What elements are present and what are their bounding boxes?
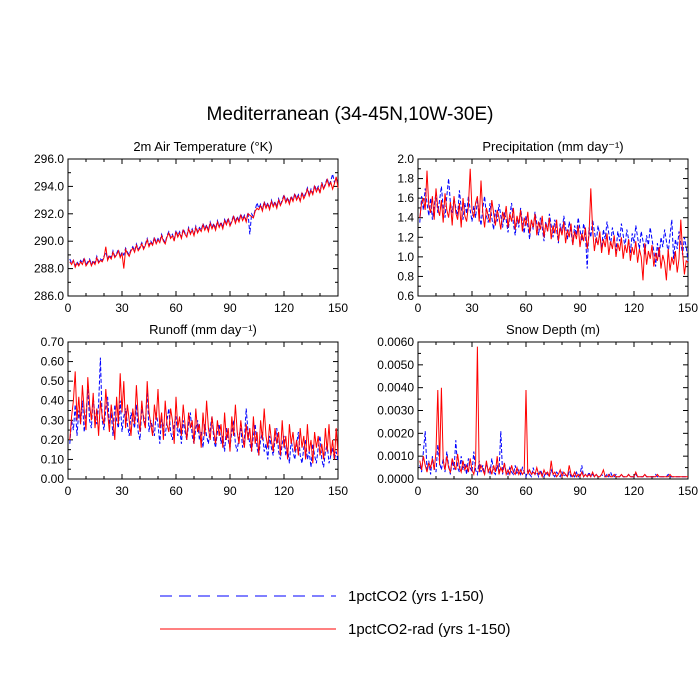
y-tick-label: 1.2 [397, 230, 414, 244]
x-tick-label: 90 [573, 301, 587, 315]
x-tick-label: 60 [519, 484, 533, 498]
series-line-1pctco2-rad [419, 346, 688, 479]
x-tick-label: 120 [274, 301, 294, 315]
y-tick-label: 288.0 [34, 262, 64, 276]
y-tick-label: 0.00 [41, 472, 65, 486]
x-tick-label: 0 [415, 301, 422, 315]
panel-title: Precipitation (mm day⁻¹) [482, 139, 623, 154]
legend: 1pctCO2 (yrs 1-150) 1pctCO2-rad (yrs 1-1… [160, 588, 511, 638]
y-tick-label: 0.6 [397, 289, 414, 303]
y-tick-label: 0.60 [41, 355, 65, 369]
y-tick-label: 1.6 [397, 191, 414, 205]
chart-panel-3: Snow Depth (m) 0 30 60 90 120 150 0.0000 0.0010 0… [377, 322, 698, 498]
panel-title: 2m Air Temperature (°K) [133, 139, 272, 154]
y-tick-label: 0.0040 [377, 381, 414, 395]
series-line-1pctco2 [419, 178, 689, 269]
x-tick-label: 150 [678, 301, 698, 315]
y-tick-label: 0.70 [41, 335, 65, 349]
x-tick-label: 150 [328, 301, 348, 315]
y-tick-label: 0.0020 [377, 426, 414, 440]
y-tick-label: 0.0030 [377, 404, 414, 418]
y-tick-label: 0.0060 [377, 335, 414, 349]
x-tick-label: 120 [624, 484, 644, 498]
legend-label-1pctco2-rad: 1pctCO2-rad (yrs 1-150) [348, 621, 511, 638]
y-tick-label: 1.8 [397, 172, 414, 186]
figure-title: Mediterranean (34-45N,10W-30E) [206, 104, 494, 125]
y-tick-label: 1.4 [397, 211, 414, 225]
plot-frame [67, 158, 339, 297]
y-tick-label: 0.8 [397, 269, 414, 283]
chart-panel-2: Runoff (mm day⁻¹) 0 30 60 90 120 150 0.00 0.10 0.… [41, 322, 349, 498]
panel-title: Runoff (mm day⁻¹) [149, 322, 257, 337]
x-tick-label: 60 [519, 301, 533, 315]
y-tick-label: 0.0050 [377, 358, 414, 372]
y-tick-label: 294.0 [34, 179, 64, 193]
series-line-1pctco2-rad [419, 168, 689, 281]
x-tick-label: 90 [223, 484, 237, 498]
y-tick-label: 292.0 [34, 207, 64, 221]
x-tick-label: 150 [328, 484, 348, 498]
x-tick-label: 30 [465, 301, 479, 315]
x-tick-label: 60 [169, 484, 183, 498]
series-line-1pctco2-rad [69, 371, 339, 464]
series-line-1pctco2 [69, 173, 339, 268]
x-tick-label: 0 [65, 484, 72, 498]
y-tick-label: 0.20 [41, 433, 65, 447]
y-tick-label: 286.0 [34, 289, 64, 303]
y-tick-label: 0.0000 [377, 472, 414, 486]
x-tick-label: 120 [624, 301, 644, 315]
y-tick-label: 296.0 [34, 152, 64, 166]
chart-panel-1: Precipitation (mm day⁻¹) 0 30 60 90 120 150 0.6… [397, 139, 698, 315]
y-tick-label: 0.10 [41, 452, 65, 466]
y-tick-label: 290.0 [34, 234, 64, 248]
chart-panel-0: 2m Air Temperature (°K) 0 30 60 90 120 150 286.… [34, 139, 348, 315]
x-tick-label: 150 [678, 484, 698, 498]
y-tick-label: 1.0 [397, 250, 414, 264]
x-tick-label: 120 [274, 484, 294, 498]
series-line-1pctco2-rad [69, 176, 339, 269]
x-tick-label: 30 [115, 484, 129, 498]
y-tick-label: 0.40 [41, 394, 65, 408]
y-tick-label: 0.50 [41, 374, 65, 388]
y-tick-label: 2.0 [397, 152, 414, 166]
y-tick-label: 0.30 [41, 413, 65, 427]
x-tick-label: 90 [223, 301, 237, 315]
x-tick-label: 30 [115, 301, 129, 315]
x-tick-label: 0 [415, 484, 422, 498]
panel-title: Snow Depth (m) [506, 322, 600, 337]
legend-label-1pctco2: 1pctCO2 (yrs 1-150) [348, 588, 484, 605]
y-tick-label: 0.0010 [377, 449, 414, 463]
x-tick-label: 0 [65, 301, 72, 315]
x-tick-label: 60 [169, 301, 183, 315]
x-tick-label: 30 [465, 484, 479, 498]
x-tick-label: 90 [573, 484, 587, 498]
chart-panels: 2m Air Temperature (°K) 0 30 60 90 120 150 286.… [34, 139, 698, 498]
